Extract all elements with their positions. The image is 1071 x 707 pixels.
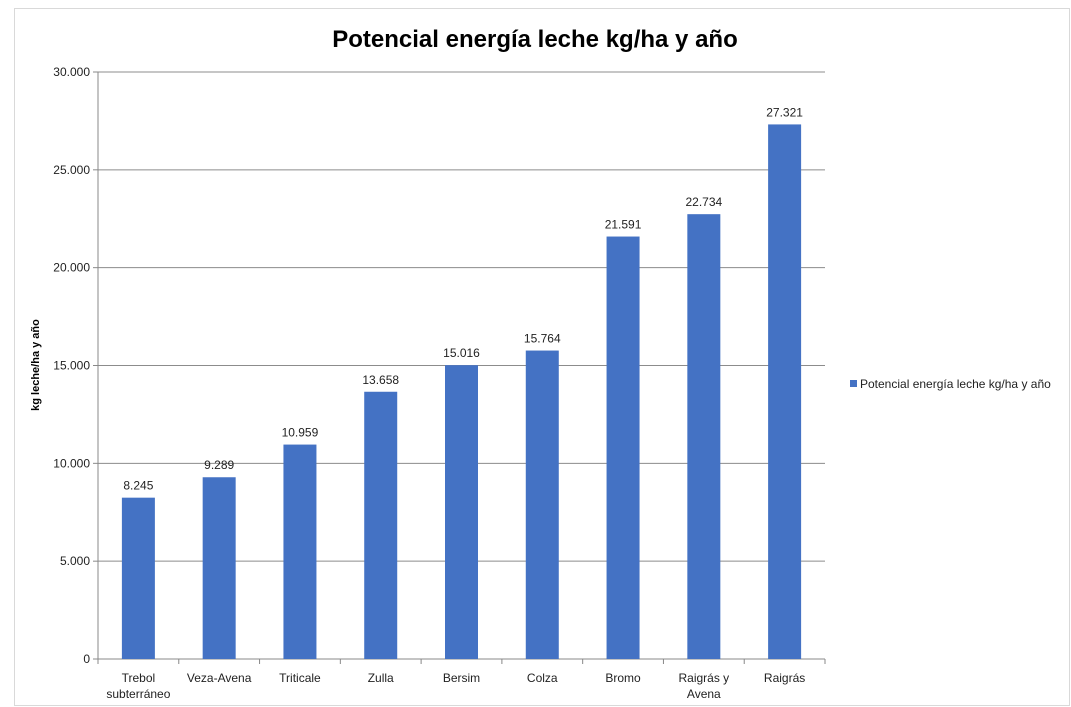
x-tick-label: Colza: [527, 671, 558, 685]
data-label: 15.764: [524, 332, 561, 346]
data-label: 9.289: [204, 458, 234, 472]
data-label: 13.658: [362, 373, 399, 387]
data-label: 8.245: [123, 479, 153, 493]
x-tick-label: Triticale: [279, 671, 321, 685]
y-axis-label: kg leche/ha y año: [30, 319, 42, 411]
bar: [606, 236, 640, 659]
bar: [525, 350, 559, 659]
bar: [768, 124, 802, 660]
y-tick-label: 15.000: [53, 359, 90, 373]
data-label: 21.591: [605, 218, 642, 232]
x-tick-label: Trebol: [122, 671, 156, 685]
data-labels: 8.245 9.289 10.959 13.658 15.016 15.764 21.591…: [123, 105, 803, 492]
x-tick-label: Bersim: [443, 671, 480, 685]
y-tick-label: 5.000: [60, 554, 90, 568]
bar: [283, 444, 317, 659]
bar: [687, 214, 721, 660]
y-axis-ticks: 0 5.000 10.000 15.000 20.000 25.000 30.000: [53, 65, 90, 666]
bar: [445, 365, 478, 659]
legend: Potencial energía leche kg/ha y año: [850, 377, 1051, 391]
legend-label: Potencial energía leche kg/ha y año: [860, 377, 1051, 391]
x-tick-label: Avena: [687, 687, 721, 701]
chart-title: Potencial energía leche kg/ha y año: [332, 26, 737, 53]
data-label: 10.959: [282, 426, 319, 440]
x-tick-label: subterráneo: [106, 687, 170, 701]
bar: [202, 477, 236, 659]
x-tick-label: Bromo: [605, 671, 641, 685]
y-tick-label: 20.000: [53, 261, 90, 275]
bars: [121, 124, 802, 660]
y-tick-label: 0: [83, 652, 90, 666]
bar: [364, 391, 398, 659]
x-tick-label: Veza-Avena: [187, 671, 252, 685]
legend-swatch: [850, 380, 857, 387]
y-tick-label: 10.000: [53, 456, 90, 470]
bar: [121, 497, 155, 659]
data-label: 27.321: [766, 105, 803, 119]
data-label: 15.016: [443, 346, 480, 360]
y-tick-label: 25.000: [53, 163, 90, 177]
x-tick-label: Raigrás y: [678, 671, 729, 685]
data-label: 22.734: [685, 195, 722, 209]
x-axis-ticks: Trebol subterráneo Veza-Avena Triticale Zull…: [97, 659, 826, 701]
x-tick-label: Zulla: [368, 671, 394, 685]
y-tick-label: 30.000: [53, 65, 90, 79]
x-tick-label: Raigrás: [764, 671, 805, 685]
